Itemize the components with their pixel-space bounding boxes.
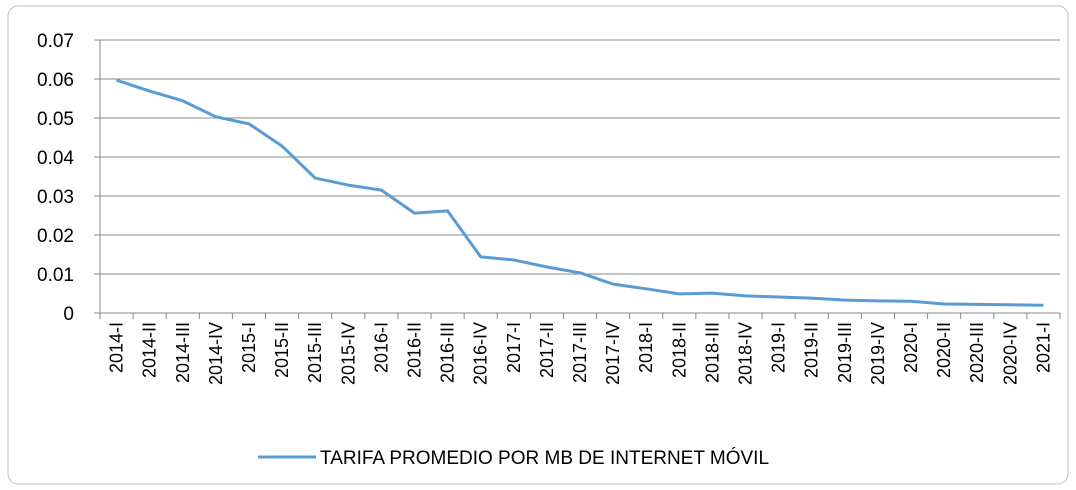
x-tick-label: 2019-I (769, 322, 789, 373)
x-tick-label: 2014-III (173, 322, 193, 383)
x-tick-label: 2016-II (404, 322, 424, 378)
legend-label: TARIFA PROMEDIO POR MB DE INTERNET MÓVIL (320, 447, 769, 469)
y-tick-label: 0 (63, 304, 74, 325)
x-tick-label: 2015-IV (338, 322, 358, 385)
x-tick-label: 2017-II (537, 322, 557, 378)
x-tick-label: 2020-IV (1000, 322, 1020, 385)
y-tick-label: 0.02 (37, 226, 74, 247)
y-tick-label: 0.06 (37, 70, 74, 91)
chart-frame (7, 5, 1069, 485)
x-tick-label: 2019-III (835, 322, 855, 383)
x-tick-label: 2016-III (438, 322, 458, 383)
x-tick-label: 2020-II (934, 322, 954, 378)
line-series (116, 78, 1044, 307)
y-tick-label: 0.01 (37, 265, 74, 286)
x-tick-label: 2020-III (967, 322, 987, 383)
x-tick-label: 2018-II (669, 322, 689, 378)
x-tick-label: 2018-III (702, 322, 722, 383)
x-tick-label: 2018-IV (736, 322, 756, 385)
x-tick-label: 2014-I (107, 322, 127, 373)
y-tick-label: 0.07 (37, 31, 74, 52)
x-tick-label: 2015-III (305, 322, 325, 383)
x-tick-label: 2021-I (1033, 322, 1053, 373)
x-tick-label: 2016-I (371, 322, 391, 373)
x-tick-label: 2017-IV (603, 322, 623, 385)
y-tick-label: 0.03 (37, 187, 74, 208)
x-tick-label: 2018-I (636, 322, 656, 373)
x-tick-label: 2017-I (504, 322, 524, 373)
x-tick-label: 2019-II (802, 322, 822, 378)
y-tick-label: 0.04 (37, 148, 74, 169)
x-tick-label: 2016-IV (471, 322, 491, 385)
y-tick-label: 0.05 (37, 109, 74, 130)
x-tick-label: 2019-IV (868, 322, 888, 385)
x-tick-label: 2020-I (901, 322, 921, 373)
x-tick-label: 2015-II (272, 322, 292, 378)
x-tick-label: 2014-IV (206, 322, 226, 385)
x-tick-label: 2017-III (570, 322, 590, 383)
x-tick-label: 2015-I (239, 322, 259, 373)
x-tick-label: 2014-II (140, 322, 160, 378)
